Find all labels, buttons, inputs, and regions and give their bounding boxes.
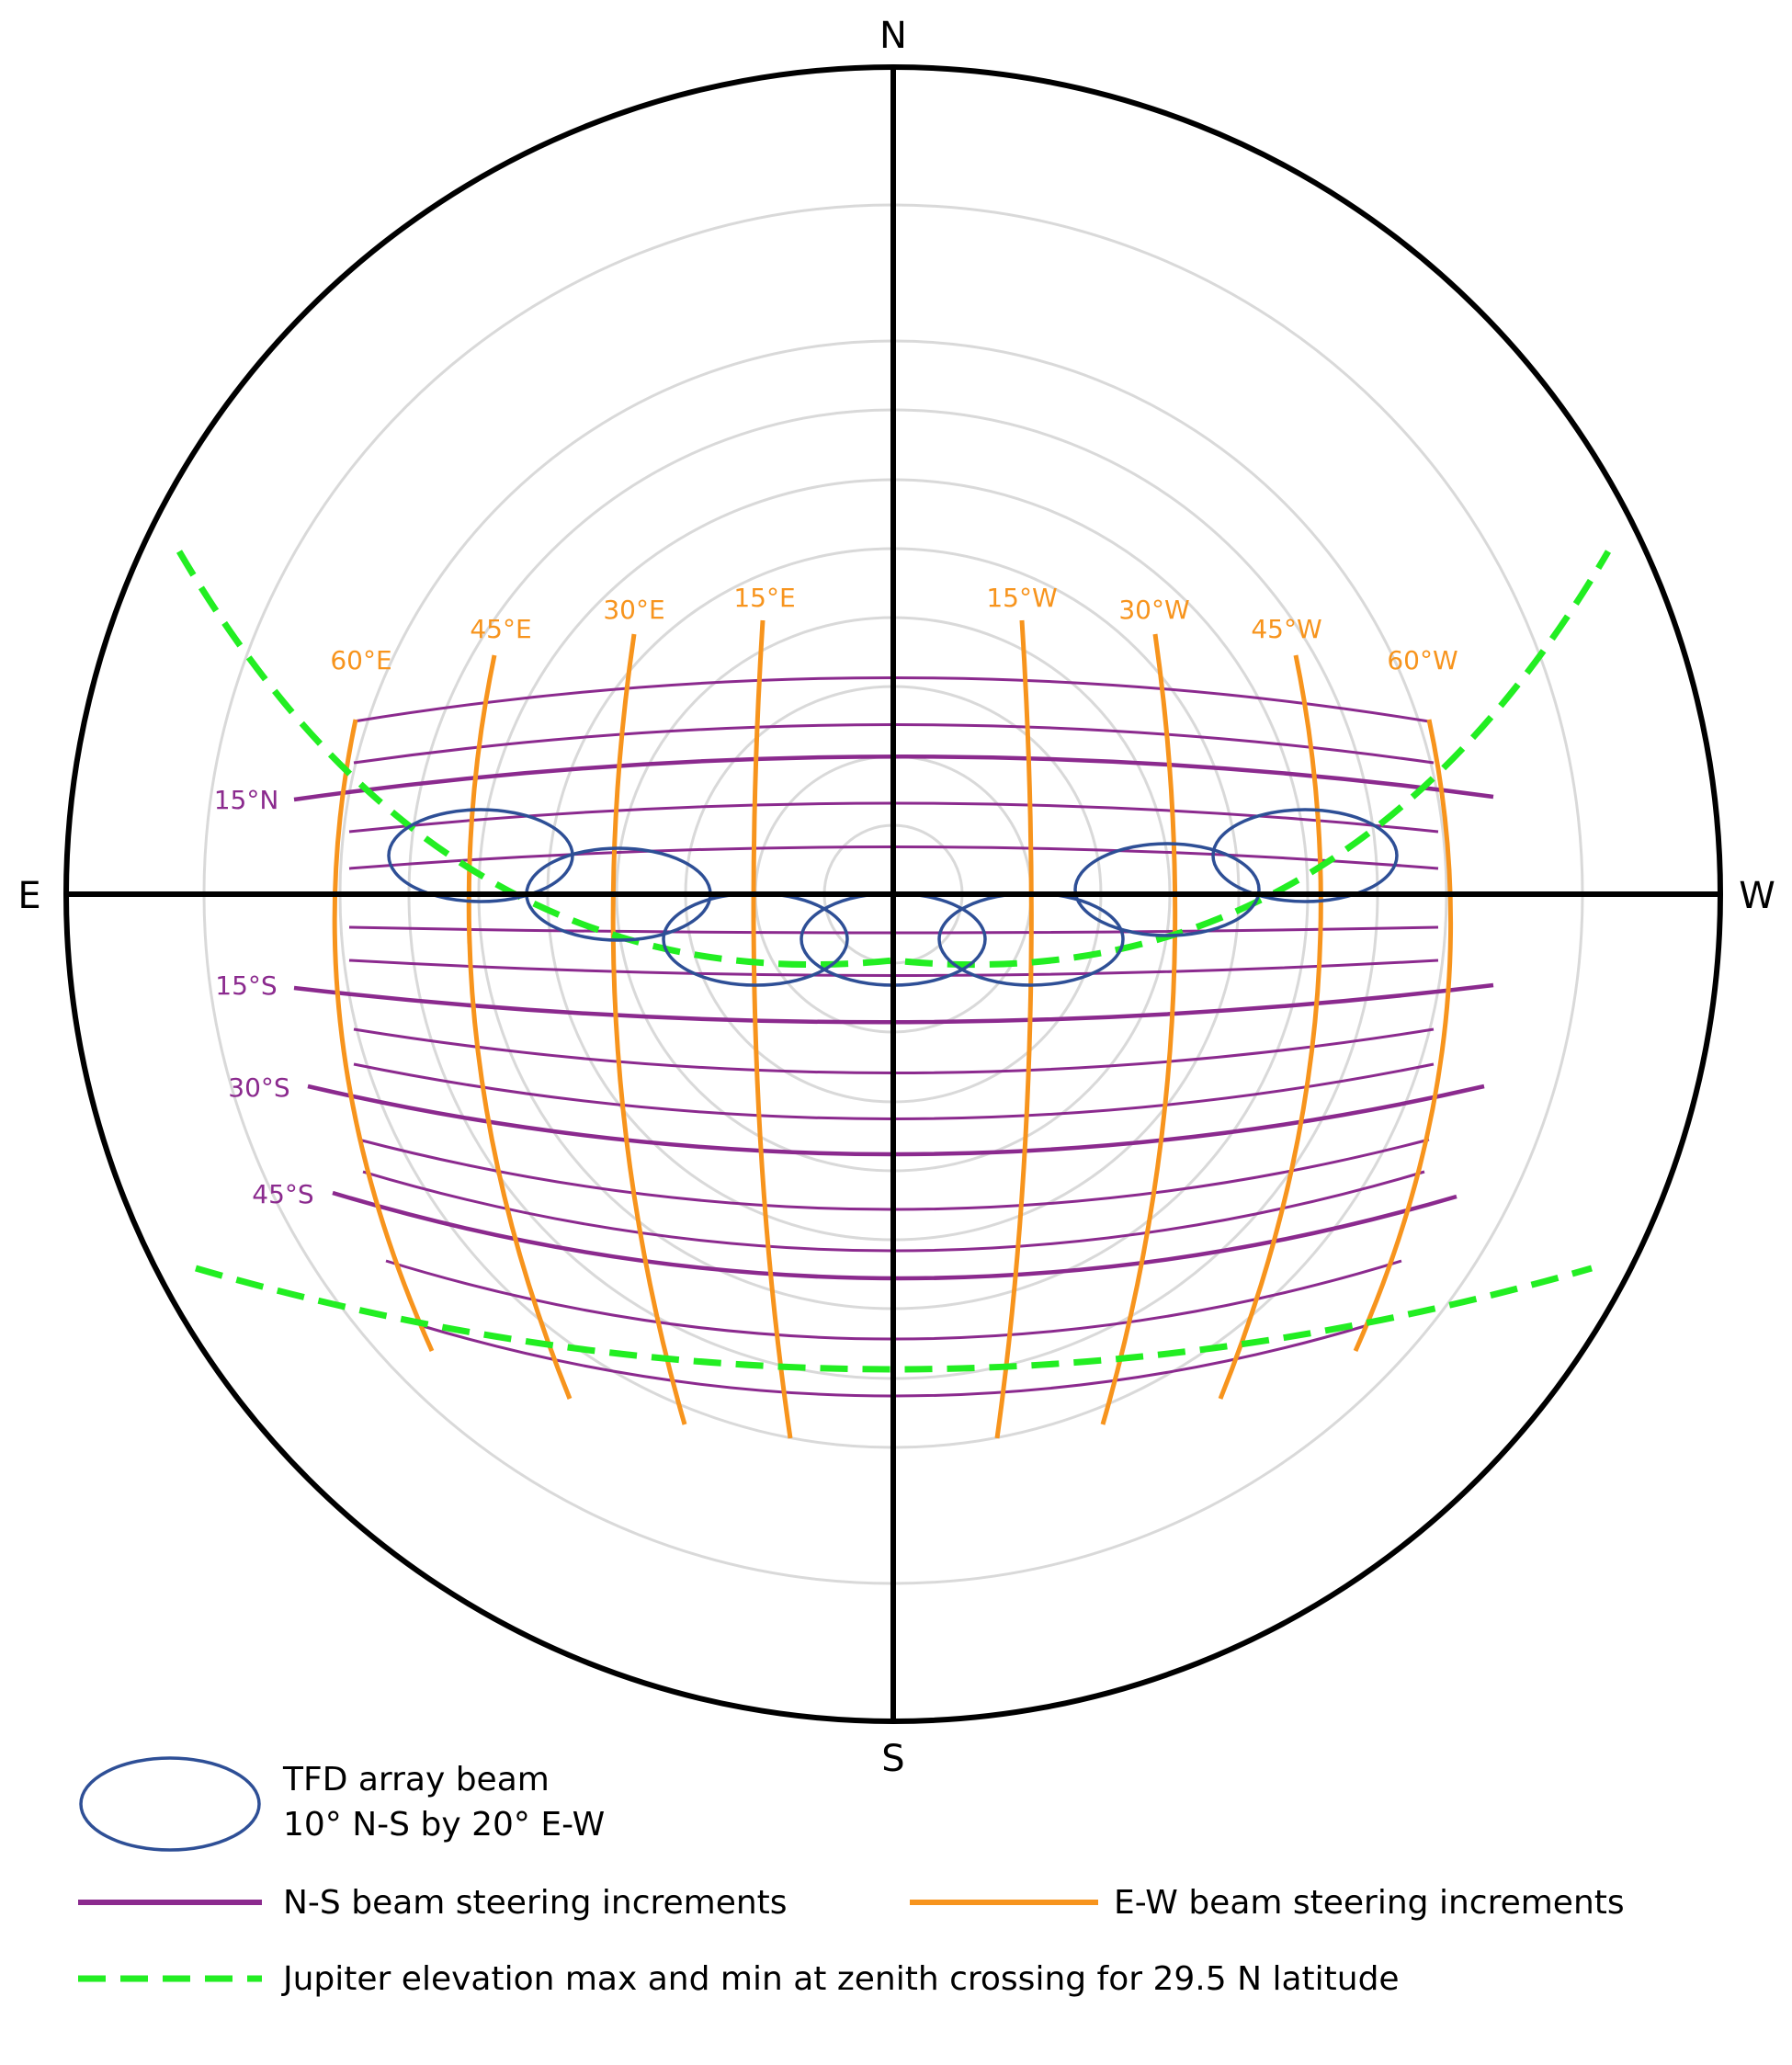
ns-label-15n: 15°N: [214, 785, 279, 815]
west-label: W: [1739, 875, 1775, 917]
tfd-beam: [1211, 808, 1399, 903]
jupiter-min-track: [195, 1265, 1593, 1373]
ns-label-45s: 45°S: [252, 1179, 313, 1209]
south-label: S: [881, 1738, 904, 1780]
tfd-beam: [1073, 842, 1261, 937]
ew-steering-line: [1353, 719, 1454, 1353]
ew-steering-line: [610, 633, 687, 1425]
ew-steering-line: [994, 619, 1034, 1439]
legend-ew-label: E-W beam steering increments: [1114, 1884, 1625, 1922]
ew-label-60w: 60°W: [1387, 645, 1457, 675]
ew-label-30w: 30°W: [1118, 595, 1189, 625]
ew-label-30e: 30°E: [603, 595, 664, 625]
ns-label-30s: 30°S: [228, 1072, 289, 1103]
legend: TFD array beam 10° N-S by 20° E-W N-S be…: [78, 1756, 1625, 1998]
ew-label-15w: 15°W: [986, 583, 1057, 613]
ew-label-15e: 15°E: [733, 583, 795, 613]
ew-steering-line: [332, 719, 435, 1353]
ew-label-45w: 45°W: [1251, 614, 1321, 644]
east-label: E: [17, 875, 40, 917]
jupiter-tracks: [176, 550, 1612, 1373]
ew-label-45e: 45°E: [470, 614, 531, 644]
legend-ns-label: N-S beam steering increments: [283, 1884, 788, 1922]
ew-steering-lines: [332, 619, 1454, 1439]
ew-steering-line: [751, 619, 793, 1439]
ew-steering-line: [1218, 654, 1323, 1400]
legend-jupiter-label: Jupiter elevation max and min at zenith …: [281, 1960, 1400, 1998]
legend-beam-swatch: [79, 1756, 261, 1852]
ew-label-60e: 60°E: [330, 645, 391, 675]
ew-steering-line: [466, 654, 573, 1400]
ew-steering-line: [1100, 633, 1178, 1425]
north-label: N: [879, 15, 907, 57]
legend-beam-title: TFD array beam: [282, 1761, 550, 1798]
legend-beam-size: 10° N-S by 20° E-W: [283, 1806, 605, 1844]
ns-label-15s: 15°S: [215, 970, 277, 1001]
jupiter-max-track: [176, 550, 1612, 969]
